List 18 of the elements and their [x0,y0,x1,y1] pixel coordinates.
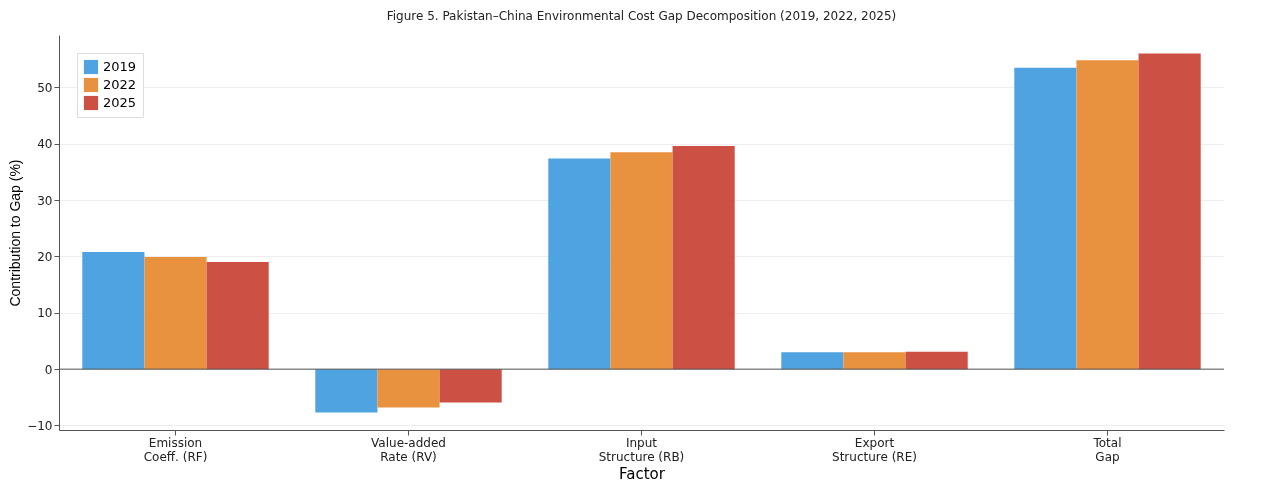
y-tick-label: 50 [37,80,53,95]
y-tick-label: 40 [37,137,53,152]
y-tick-label: −10 [27,418,53,433]
legend-label: 2019 [103,59,137,74]
chart-title: Figure 5. Pakistan–China Environmental Cost Gap Decomposition (2019, 2022, 2025) [386,9,897,23]
y-tick-label: 30 [37,193,53,208]
x-tick-label: Total Gap [1092,435,1122,464]
y-tick-label: 0 [44,362,53,377]
y-tick-label: 20 [37,249,53,264]
x-tick-label: Input Structure (RB) [598,435,685,464]
x-axis-title: Factor [619,464,666,483]
legend-label: 2025 [103,95,137,110]
y-axis-title: Contribution to Gap (%) [7,159,24,307]
x-tick-label: Export Structure (RE) [832,435,917,464]
x-tick-label: Emission Coeff. (RF) [143,435,208,464]
y-tick-label: 10 [37,306,53,321]
legend-label: 2022 [103,77,137,92]
x-tick-label: Value-added Rate (RV) [371,435,446,464]
